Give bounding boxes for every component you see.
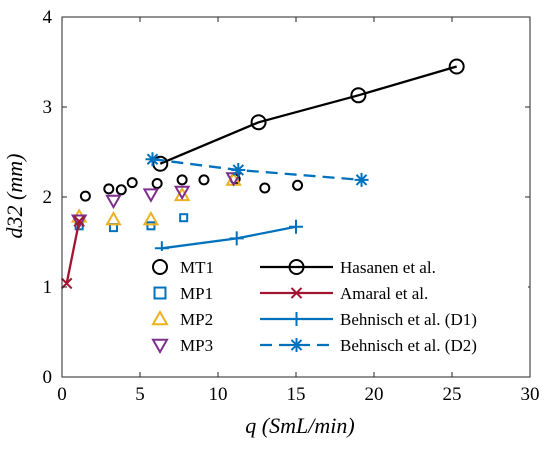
- data-point: [289, 219, 303, 234]
- legend-label: Amaral et al.: [340, 284, 428, 303]
- data-point: [105, 194, 122, 210]
- x-tick-label: 15: [287, 384, 306, 405]
- data-point: [292, 179, 304, 191]
- data-point: [198, 174, 210, 186]
- axes: 0 5 10 15 20 25 30 0 1 2 3 4: [43, 7, 540, 405]
- data-point: [225, 172, 242, 187]
- data-point: [126, 177, 138, 189]
- legend-label: MP3: [180, 336, 213, 355]
- data-point: [179, 213, 189, 223]
- data-point: [250, 114, 267, 131]
- x-tick-label: 30: [521, 384, 540, 405]
- legend-marker: [151, 338, 169, 355]
- x-axis-label: q (SmL/min): [245, 413, 354, 438]
- series-hasanen-et-al: [152, 58, 465, 172]
- series-mp3: [70, 172, 242, 229]
- legend-label: Hasanen et al.: [340, 258, 436, 277]
- plot-area: [60, 58, 465, 290]
- data-point: [142, 188, 160, 203]
- legend-label: MT1: [180, 258, 214, 277]
- data-point: [229, 231, 244, 246]
- data-point: [176, 174, 188, 186]
- data-point: [151, 178, 163, 189]
- data-point: [73, 215, 85, 228]
- y-tick-label: 3: [43, 97, 53, 118]
- data-point: [173, 185, 191, 201]
- data-point: [103, 183, 115, 195]
- x-tick-label: 10: [209, 384, 228, 405]
- y-axis-label: d32 (mm): [2, 154, 27, 239]
- legend: MT1 MP1 MP2 MP3 Hasanen et al. Amaral et al. B…: [145, 251, 528, 363]
- legend-marker: [151, 309, 169, 326]
- series-behnisch-et-al-d2: [145, 152, 369, 187]
- series-line: [159, 65, 458, 165]
- data-point: [145, 152, 160, 167]
- x-tick-label: 0: [57, 384, 67, 405]
- y-tick-label: 4: [43, 7, 53, 28]
- legend-marker: [153, 286, 167, 300]
- data-point: [354, 172, 369, 187]
- legend-marker: [288, 259, 305, 275]
- data-point: [146, 221, 156, 231]
- data-point: [448, 58, 465, 75]
- legend-label: Behnisch et al. (D1): [340, 310, 477, 329]
- y-tick-label: 0: [43, 367, 53, 388]
- series-line: [65, 221, 81, 284]
- legend-marker: [290, 287, 303, 299]
- legend-box: [145, 251, 528, 363]
- legend-marker: [289, 338, 304, 352]
- x-tick-label: 25: [443, 384, 462, 405]
- y-tick-label: 2: [43, 187, 53, 208]
- data-point: [142, 210, 160, 226]
- x-tick-label: 5: [135, 384, 145, 405]
- x-tick-label: 20: [365, 384, 384, 405]
- data-point: [105, 210, 122, 226]
- data-point: [259, 182, 271, 194]
- legend-label: MP1: [180, 284, 213, 303]
- data-point: [231, 163, 246, 177]
- data-point: [350, 87, 367, 104]
- legend-marker: [152, 259, 168, 275]
- legend-label: MP2: [180, 310, 213, 329]
- y-tick-label: 1: [43, 277, 53, 298]
- legend-marker: [289, 312, 304, 326]
- data-point: [79, 190, 91, 202]
- data-point: [70, 214, 88, 229]
- legend-label: Behnisch et al. (D2): [340, 336, 477, 355]
- data-point: [115, 184, 127, 196]
